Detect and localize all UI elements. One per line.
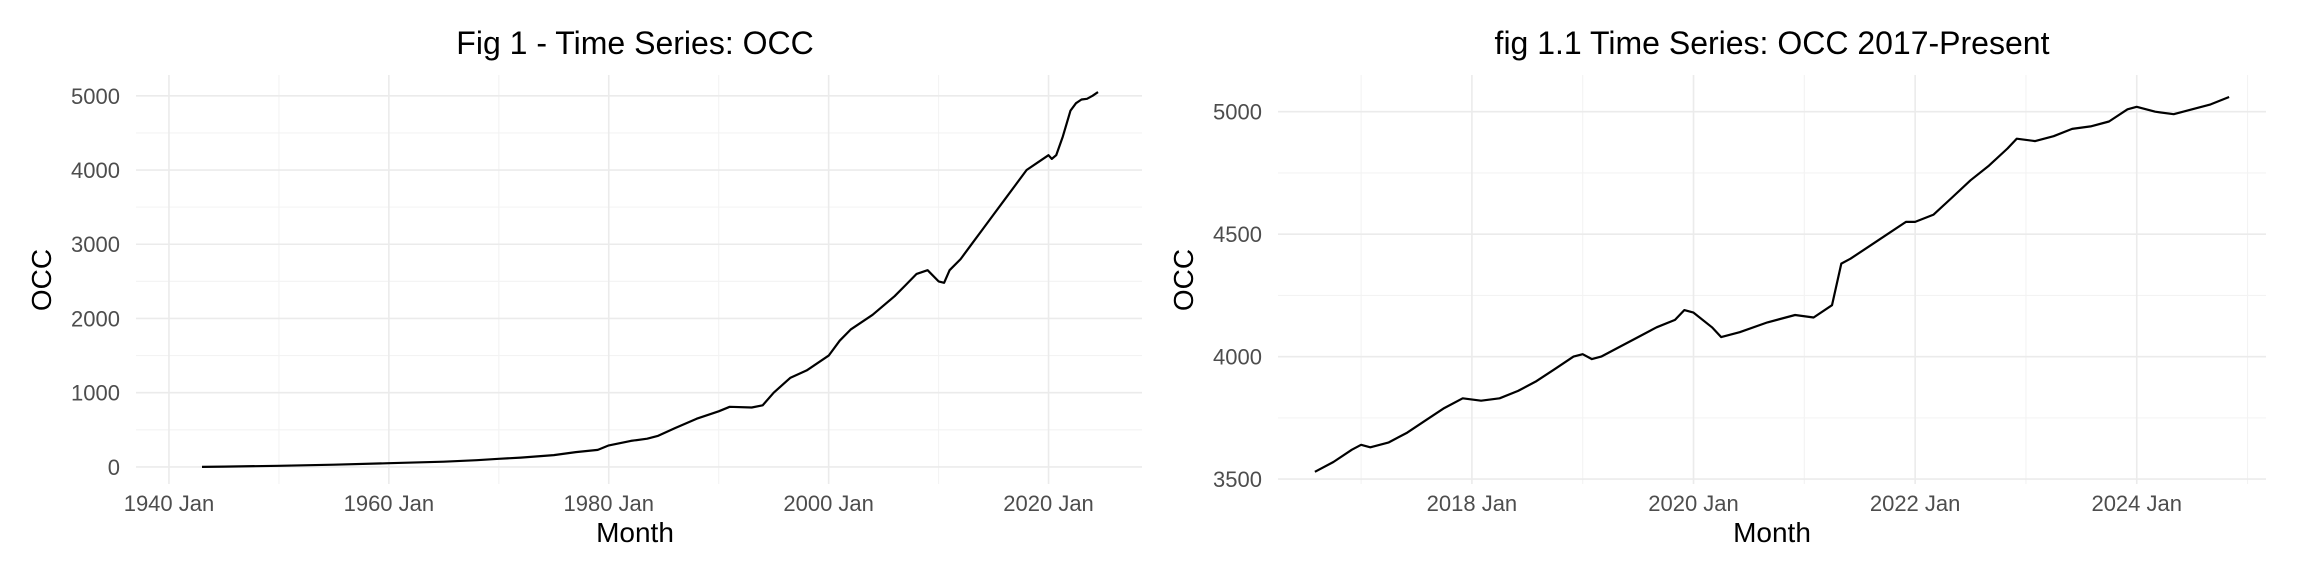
x-tick-label: 1980 Jan xyxy=(563,491,654,516)
chart-title: Fig 1 - Time Series: OCC xyxy=(456,25,813,61)
y-tick-label: 2000 xyxy=(71,306,120,331)
x-axis-label: Month xyxy=(1733,517,1811,548)
x-tick-label: 2000 Jan xyxy=(783,491,874,516)
y-tick-label: 0 xyxy=(108,455,120,480)
x-tick-labels: 2018 Jan 2020 Jan 2022 Jan 2024 Jan xyxy=(1427,491,2182,516)
series-line xyxy=(201,91,1099,468)
series-lines xyxy=(201,91,1099,468)
y-tick-label: 1000 xyxy=(71,381,120,406)
y-tick-label: 5000 xyxy=(1213,100,1262,125)
x-axis-label: Month xyxy=(596,517,674,548)
y-tick-label: 5000 xyxy=(71,84,120,109)
x-tick-label: 2020 Jan xyxy=(1003,491,1094,516)
x-tick-label: 2018 Jan xyxy=(1427,491,1518,516)
y-axis-label: OCC xyxy=(1168,249,1199,311)
y-tick-label: 4500 xyxy=(1213,222,1262,247)
series-lines xyxy=(1314,95,2230,473)
chart-right: fig 1.1 Time Series: OCC 2017-Present 35… xyxy=(1168,25,2266,548)
x-tick-label: 2024 Jan xyxy=(2091,491,2182,516)
y-tick-label: 3500 xyxy=(1213,467,1262,492)
y-tick-label: 4000 xyxy=(71,158,120,183)
major-gridlines xyxy=(1278,75,2266,484)
x-tick-labels: 1940 Jan 1960 Jan 1980 Jan 2000 Jan 2020 Jan xyxy=(124,491,1094,516)
y-tick-labels: 3500 4000 4500 5000 xyxy=(1213,100,1262,492)
minor-gridlines xyxy=(136,75,1142,484)
series-line xyxy=(1314,95,2230,473)
major-gridlines xyxy=(136,75,1142,484)
y-tick-label: 3000 xyxy=(71,232,120,257)
x-tick-label: 2020 Jan xyxy=(1648,491,1739,516)
chart-title: fig 1.1 Time Series: OCC 2017-Present xyxy=(1495,25,2050,61)
y-axis-label: OCC xyxy=(26,249,57,311)
x-tick-label: 1940 Jan xyxy=(124,491,215,516)
y-tick-labels: 0 1000 2000 3000 4000 5000 xyxy=(71,84,120,480)
y-tick-label: 4000 xyxy=(1213,345,1262,370)
x-tick-label: 1960 Jan xyxy=(344,491,435,516)
x-tick-label: 2022 Jan xyxy=(1870,491,1961,516)
minor-gridlines xyxy=(1278,75,2266,484)
chart-left: Fig 1 - Time Series: OCC 0 1000 2000 3000 40… xyxy=(26,25,1142,548)
